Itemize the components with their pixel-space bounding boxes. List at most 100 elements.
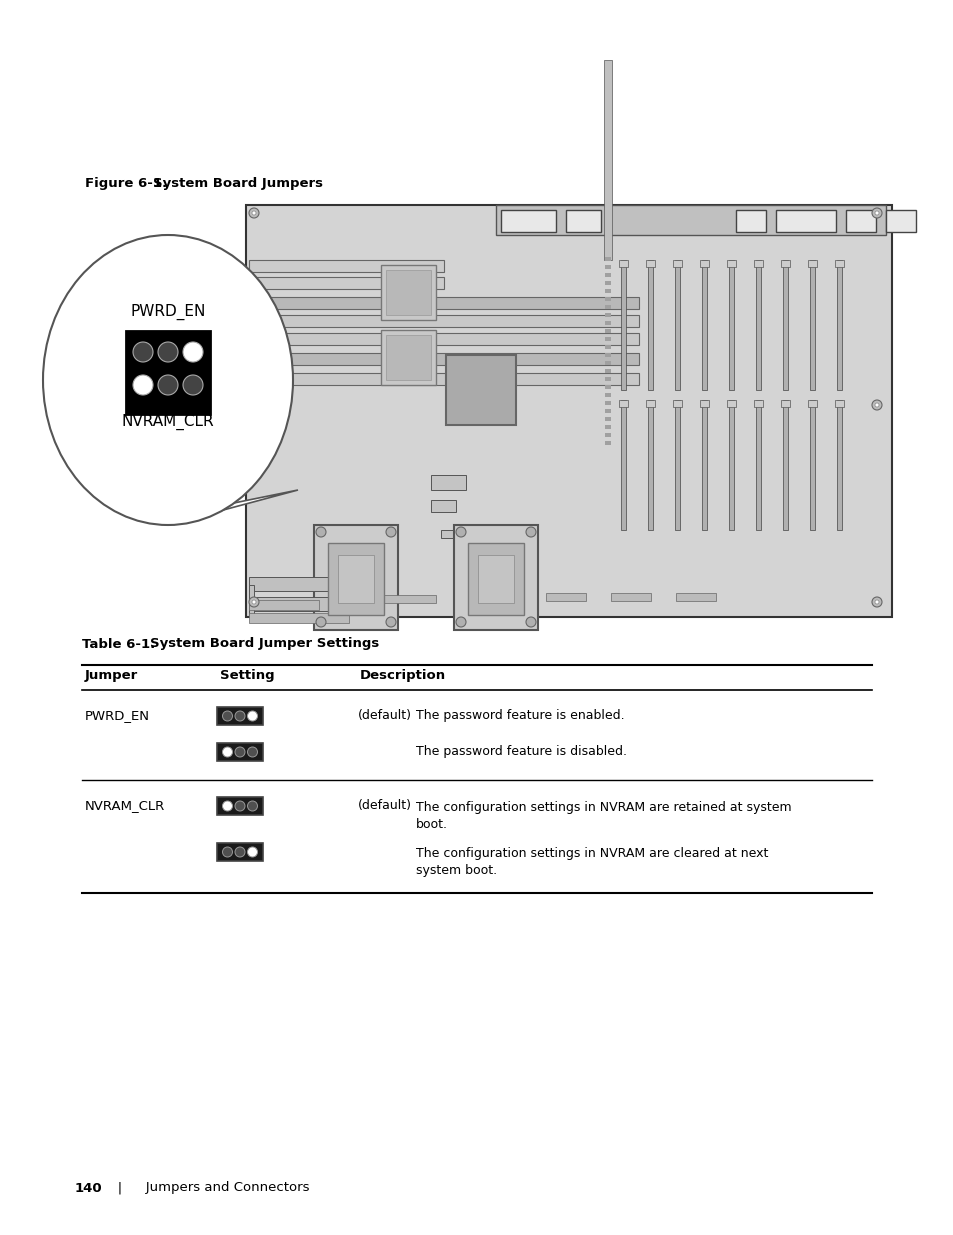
Bar (807, 400, 816, 408)
Bar (217, 797, 262, 815)
Circle shape (222, 711, 233, 721)
Bar (834, 261, 843, 267)
Text: System Board Jumper Settings: System Board Jumper Settings (150, 637, 379, 651)
Circle shape (252, 600, 255, 604)
Text: Jumpers and Connectors: Jumpers and Connectors (132, 1182, 309, 1194)
Text: The configuration settings in NVRAM are retained at system: The configuration settings in NVRAM are … (416, 802, 791, 814)
Circle shape (871, 400, 882, 410)
Bar (885, 210, 915, 232)
Circle shape (871, 597, 882, 606)
Bar (431, 475, 465, 490)
Text: |: | (105, 1182, 122, 1194)
Bar (386, 270, 431, 315)
Circle shape (315, 527, 326, 537)
Circle shape (874, 600, 878, 604)
Bar (755, 400, 760, 530)
Bar (604, 312, 610, 317)
Circle shape (386, 527, 395, 537)
Bar (380, 266, 436, 320)
Bar (836, 261, 841, 390)
Bar (753, 400, 762, 408)
Text: (default): (default) (357, 709, 412, 722)
Bar (217, 706, 262, 725)
Text: The password feature is enabled.: The password feature is enabled. (416, 709, 624, 722)
Text: boot.: boot. (416, 818, 448, 831)
Circle shape (247, 747, 257, 757)
Bar (604, 329, 610, 333)
Circle shape (234, 711, 245, 721)
Bar (604, 266, 610, 269)
Bar (217, 842, 262, 861)
Circle shape (158, 375, 178, 395)
Bar (126, 331, 210, 414)
Circle shape (132, 342, 152, 362)
Bar (604, 257, 610, 261)
Bar (604, 321, 610, 325)
Bar (701, 261, 706, 390)
Text: The configuration settings in NVRAM are cleared at next: The configuration settings in NVRAM are … (416, 847, 767, 860)
Bar (604, 417, 610, 421)
Bar (620, 400, 625, 530)
Bar (249, 315, 639, 327)
Bar (380, 330, 436, 385)
Circle shape (386, 618, 395, 627)
Bar (645, 400, 655, 408)
Text: System Board Jumpers: System Board Jumpers (152, 178, 323, 190)
Bar (834, 400, 843, 408)
Bar (440, 530, 460, 538)
Bar (604, 273, 610, 277)
Circle shape (249, 597, 258, 606)
Bar (781, 400, 789, 408)
Bar (603, 61, 612, 261)
Bar (645, 261, 655, 267)
Bar (726, 400, 735, 408)
Bar (249, 261, 443, 272)
Circle shape (158, 342, 178, 362)
Bar (604, 345, 610, 350)
Bar (604, 305, 610, 309)
Bar (604, 441, 610, 445)
Text: NVRAM_CLR: NVRAM_CLR (122, 414, 214, 430)
Bar (565, 210, 600, 232)
Bar (728, 400, 733, 530)
Bar (431, 500, 456, 513)
Bar (700, 400, 708, 408)
Text: Setting: Setting (220, 668, 274, 682)
Bar (781, 261, 789, 267)
Bar (809, 261, 814, 390)
Circle shape (183, 342, 203, 362)
Circle shape (874, 211, 878, 215)
Text: Figure 6-1.: Figure 6-1. (85, 178, 167, 190)
Text: PWRD_EN: PWRD_EN (85, 709, 150, 722)
Bar (468, 543, 523, 615)
Circle shape (247, 711, 257, 721)
Bar (604, 337, 610, 341)
Bar (620, 261, 625, 390)
Circle shape (183, 375, 203, 395)
Bar (249, 613, 349, 622)
Circle shape (456, 527, 465, 537)
Bar (604, 369, 610, 373)
Circle shape (252, 211, 255, 215)
Circle shape (456, 618, 465, 627)
Bar (249, 597, 329, 611)
Bar (604, 289, 610, 293)
Bar (477, 555, 514, 603)
Bar (246, 205, 891, 618)
Text: Jumper: Jumper (85, 668, 138, 682)
Bar (249, 373, 639, 385)
Text: PWRD_EN: PWRD_EN (131, 304, 206, 320)
Circle shape (525, 618, 536, 627)
Bar (647, 261, 652, 390)
Bar (782, 261, 787, 390)
Circle shape (249, 400, 258, 410)
Bar (735, 210, 765, 232)
Text: system boot.: system boot. (416, 864, 497, 877)
Bar (328, 543, 384, 615)
Circle shape (247, 802, 257, 811)
Bar (701, 400, 706, 530)
Bar (753, 261, 762, 267)
Bar (845, 210, 875, 232)
Bar (380, 595, 436, 603)
Text: The password feature is disabled.: The password feature is disabled. (416, 746, 626, 758)
